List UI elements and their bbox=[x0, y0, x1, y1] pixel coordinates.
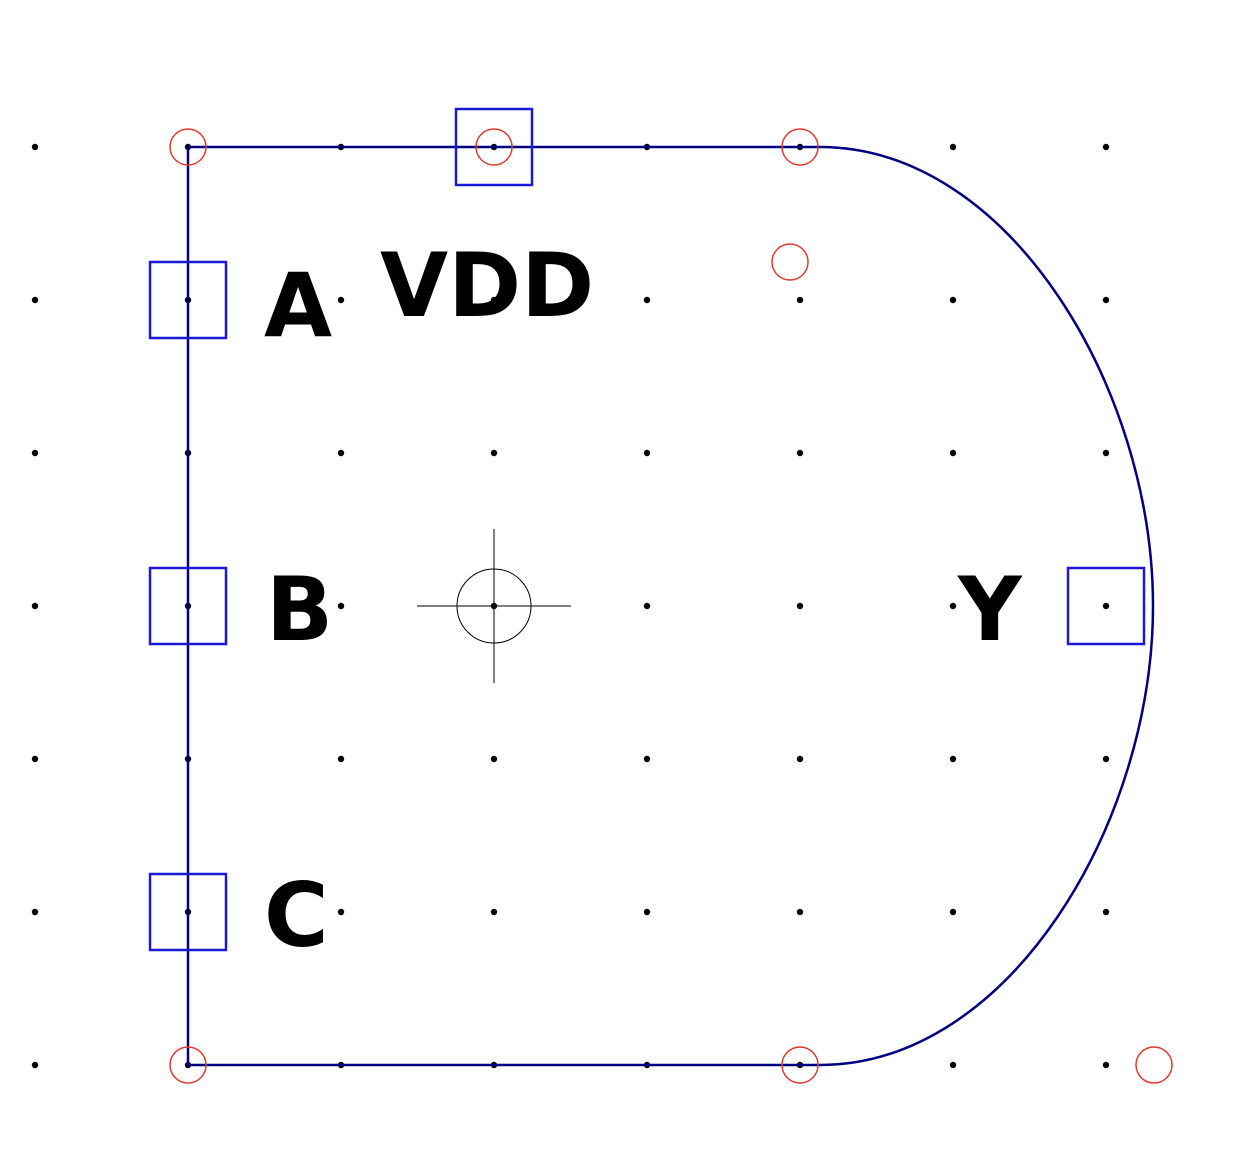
grid-dot bbox=[1102, 449, 1110, 457]
grid-dot bbox=[796, 908, 804, 916]
grid-dot bbox=[796, 449, 804, 457]
grid-dot bbox=[643, 755, 651, 763]
gate-body[interactable] bbox=[186, 145, 1155, 1067]
grid-dot bbox=[337, 602, 345, 610]
vertex-marker-top-left[interactable] bbox=[169, 128, 207, 166]
origin-crosshair-icon bbox=[417, 529, 571, 683]
grid-dot bbox=[337, 908, 345, 916]
pin-label-a: A bbox=[264, 254, 332, 357]
pin-box-vdd[interactable] bbox=[454, 107, 534, 187]
grid-dot bbox=[490, 296, 498, 304]
pin-labels: VDD A B C Y bbox=[264, 234, 1023, 967]
pin-label-b: B bbox=[266, 558, 333, 661]
grid-dot bbox=[31, 1061, 39, 1069]
grid-dot bbox=[1102, 755, 1110, 763]
grid-dot bbox=[949, 1061, 957, 1069]
grid-dot bbox=[643, 296, 651, 304]
pin-box-b[interactable] bbox=[148, 566, 228, 646]
arc-control-marker-top[interactable] bbox=[771, 243, 809, 281]
grid-dot bbox=[796, 296, 804, 304]
grid-dot bbox=[796, 602, 804, 610]
grid-dot bbox=[1102, 143, 1110, 151]
pin-box-a[interactable] bbox=[148, 260, 228, 340]
pin-boxes bbox=[148, 107, 1146, 952]
supply-label-vdd: VDD bbox=[380, 234, 594, 337]
grid-dot bbox=[1102, 602, 1110, 610]
grid-dot bbox=[643, 602, 651, 610]
grid-dot bbox=[31, 449, 39, 457]
grid-dot bbox=[643, 908, 651, 916]
grid-dot bbox=[1102, 908, 1110, 916]
pin-box-c[interactable] bbox=[148, 872, 228, 952]
vertex-marker-top-right[interactable] bbox=[781, 128, 819, 166]
grid-dot bbox=[949, 449, 957, 457]
grid-dot bbox=[949, 755, 957, 763]
grid-dot bbox=[490, 755, 498, 763]
grid-dot bbox=[949, 296, 957, 304]
grid-dot bbox=[31, 602, 39, 610]
pin-label-c: C bbox=[264, 864, 329, 967]
gate-body-outline[interactable] bbox=[186, 145, 1155, 1067]
grid-dot bbox=[490, 908, 498, 916]
grid-dot bbox=[337, 296, 345, 304]
grid-dot bbox=[949, 908, 957, 916]
grid-dot bbox=[490, 449, 498, 457]
grid-dot bbox=[949, 143, 957, 151]
grid-dot bbox=[31, 296, 39, 304]
pin-label-y: Y bbox=[957, 558, 1023, 661]
grid-dot bbox=[643, 449, 651, 457]
vertex-marker-top-mid[interactable] bbox=[475, 128, 513, 166]
grid-dot bbox=[31, 143, 39, 151]
grid-dot bbox=[337, 755, 345, 763]
grid-dot bbox=[1102, 1061, 1110, 1069]
vertex-marker-bottom-left[interactable] bbox=[169, 1046, 207, 1084]
pin-box-y[interactable] bbox=[1066, 566, 1146, 646]
grid-dot bbox=[796, 755, 804, 763]
grid-dot bbox=[949, 602, 957, 610]
vertex-marker-bottom-right[interactable] bbox=[781, 1046, 819, 1084]
grid-dot bbox=[1102, 296, 1110, 304]
arc-control-marker-bottom[interactable] bbox=[1135, 1046, 1173, 1084]
grid-dot bbox=[337, 449, 345, 457]
grid-dot bbox=[31, 908, 39, 916]
vertex-markers bbox=[169, 128, 1173, 1084]
grid-dot bbox=[31, 755, 39, 763]
